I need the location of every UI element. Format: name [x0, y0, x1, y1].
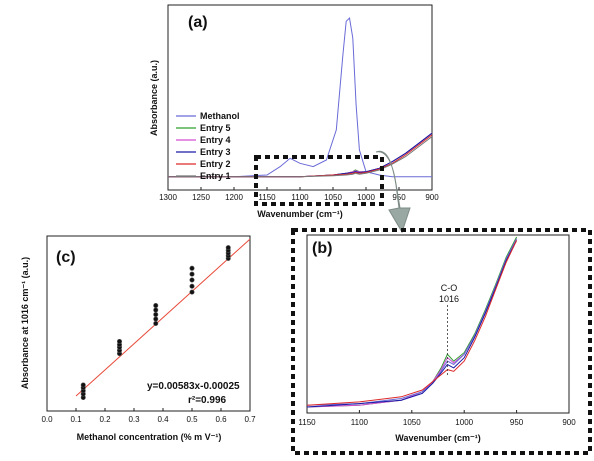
- legend-label-methanol: Methanol: [200, 111, 240, 121]
- zoom-series-line-1: [306, 236, 518, 408]
- data-point: [189, 283, 195, 289]
- data-point: [153, 320, 159, 326]
- legend-label-entry3: Entry 3: [200, 147, 231, 157]
- zoom-series-line-4: [306, 240, 518, 408]
- data-point: [189, 289, 195, 295]
- panel-b-tick-label: 1100: [351, 418, 369, 427]
- legend-label-entry2: Entry 2: [200, 159, 231, 169]
- data-point: [189, 271, 195, 277]
- series-line-methanol: [168, 16, 432, 178]
- panel-a-tick-label: 1200: [225, 193, 243, 202]
- panel-c-tick-label: 0.3: [128, 415, 140, 424]
- data-point: [153, 307, 159, 313]
- c-o-annotation: C-O: [441, 283, 458, 293]
- zoom-series-line-2: [306, 238, 518, 408]
- panel-a-tick-label: 950: [392, 193, 406, 202]
- zoom-series-line-3: [306, 238, 518, 406]
- panel-a-tick-label: 1050: [324, 193, 342, 202]
- panel-b-series: [306, 236, 518, 408]
- panel-c-x-label: Methanol concentration (% m V⁻¹): [77, 432, 222, 442]
- panel-a-tick-label: 1250: [192, 193, 210, 202]
- panel-b-dashed-frame: [291, 228, 592, 455]
- panel-a-tick-label: 1100: [291, 193, 309, 202]
- legend-label-entry5: Entry 5: [200, 123, 231, 133]
- panel-b-x-ticks: 1150 1100 1050 1000 950 900: [298, 410, 576, 427]
- panel-b-tick-label: 950: [510, 418, 524, 427]
- panel-c-x-ticks: 0.0 0.1 0.2 0.3 0.4 0.5 0.6 0.7: [41, 408, 256, 424]
- panel-b-frame: [306, 234, 570, 414]
- r-squared: r²=0.996: [188, 395, 227, 406]
- fit-line: [75, 238, 251, 397]
- zoom-series-line-5: [306, 240, 518, 406]
- panel-c-label: (c): [56, 249, 76, 266]
- data-point: [117, 338, 123, 344]
- panel-b-tick-label: 1000: [455, 418, 473, 427]
- data-point: [80, 382, 86, 388]
- panel-a-label: (a): [188, 14, 208, 31]
- series-line-entry1: [168, 136, 433, 178]
- panel-a-series: [168, 16, 433, 178]
- panel-b-tick-label: 1050: [403, 418, 421, 427]
- panel-a-tick-label: 1300: [159, 193, 177, 202]
- panel-c-tick-label: 0.2: [99, 415, 111, 424]
- panel-a-tick-label: 900: [425, 193, 439, 202]
- panel-c-tick-label: 0.0: [41, 415, 53, 424]
- panel-a-tick-label: 1000: [357, 193, 375, 202]
- data-point: [189, 277, 195, 283]
- panel-c-y-label: Absorbance at 1016 cm⁻¹ (a.u.): [20, 257, 30, 389]
- panel-a-tick-label: 1150: [258, 193, 276, 202]
- panel-c-points: [80, 245, 231, 401]
- panel-c-tick-label: 0.6: [215, 415, 227, 424]
- data-point: [153, 303, 159, 309]
- series-line-entry2: [168, 134, 433, 178]
- panel-c: 0.0 0.1 0.2 0.3 0.4 0.5 0.6 0.7 (c) y=0.00583x-…: [20, 235, 256, 442]
- legend-label-entry4: Entry 4: [200, 135, 231, 145]
- data-point: [153, 316, 159, 322]
- panel-c-tick-label: 0.7: [244, 415, 256, 424]
- data-point: [153, 312, 159, 318]
- c-o-wavenumber: 1016: [439, 294, 459, 304]
- panel-b-x-label: Wavenumber (cm⁻¹): [395, 433, 480, 443]
- panel-b-tick-label: 900: [562, 418, 576, 427]
- data-point: [225, 245, 231, 251]
- panel-c-frame: [46, 235, 251, 412]
- panel-b-label: (b): [312, 240, 332, 257]
- panel-a-x-ticks: 1300 1250 1200 1150 1100 1050 1000 950 900: [159, 187, 439, 202]
- panel-b-tick-label: 1150: [298, 418, 316, 427]
- data-point: [189, 265, 195, 271]
- panel-a: 1300 1250 1200 1150 1100 1050 1000 950 900 (a) A…: [149, 4, 439, 219]
- panel-c-tick-label: 0.1: [70, 415, 82, 424]
- panel-c-tick-label: 0.5: [186, 415, 198, 424]
- legend-label-entry1: Entry 1: [200, 171, 231, 181]
- panel-c-tick-label: 0.4: [157, 415, 169, 424]
- panel-a-x-label: Wavenumber (cm⁻¹): [257, 209, 342, 219]
- panel-b: 1150 1100 1050 1000 950 900 C-O 1016 (b) Wave…: [291, 228, 592, 455]
- panel-a-legend: Methanol Entry 5 Entry 4 Entry 3 Entry 2…: [176, 111, 240, 181]
- regression-equation: y=0.00583x-0.00025: [147, 381, 240, 392]
- panel-a-y-label: Absorbance (a.u.): [149, 60, 159, 136]
- zoom-region-box: [254, 155, 384, 206]
